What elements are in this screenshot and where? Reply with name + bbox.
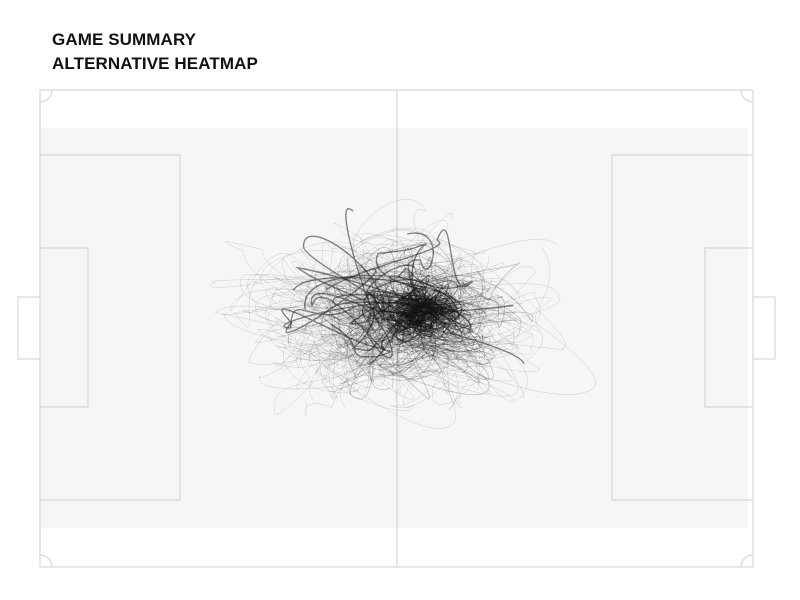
trace-line	[378, 256, 491, 348]
trace-line	[314, 266, 483, 384]
trace-line-hotspot	[407, 303, 466, 328]
trace-line	[326, 296, 503, 354]
trace-line-hotspot	[402, 289, 460, 329]
trace-line	[332, 262, 534, 355]
trace-line	[289, 268, 418, 400]
trace-line-hotspot	[399, 305, 455, 336]
right-goal	[752, 296, 776, 360]
corner-arc-bottom-right	[740, 554, 754, 568]
trace-line	[380, 297, 494, 380]
trace-line	[329, 244, 517, 361]
trace-line	[358, 297, 426, 371]
trace-line-hotspot	[391, 294, 453, 346]
pitch-markings	[17, 89, 776, 568]
trace-line	[256, 266, 517, 403]
corner-arc-bottom-left	[39, 554, 53, 568]
trace-line	[243, 291, 519, 368]
trace-line	[293, 212, 454, 368]
trace-line-bold	[350, 264, 525, 365]
trace-line	[248, 269, 406, 382]
trace-line-hotspot	[403, 302, 444, 331]
trace-line	[325, 269, 489, 353]
trace-line	[380, 246, 551, 373]
movement-traces	[210, 199, 596, 429]
trace-line-hotspot	[395, 300, 427, 343]
trace-line	[355, 290, 496, 371]
trace-line	[375, 255, 475, 367]
trace-line	[374, 220, 511, 333]
trace-line-bold	[304, 242, 440, 310]
trace-line	[353, 279, 466, 353]
trace-line	[328, 296, 485, 374]
page-subtitle: ALTERNATIVE HEATMAP	[52, 54, 258, 73]
trace-line	[224, 241, 422, 416]
trace-line	[309, 250, 461, 411]
trace-line	[384, 273, 477, 359]
trace-line	[260, 250, 521, 400]
trace-line-bold	[332, 268, 473, 334]
trace-line-hotspot	[405, 295, 453, 332]
trace-line	[275, 261, 386, 386]
trace-line-hotspot	[382, 290, 413, 323]
trace-line	[348, 281, 465, 357]
trace-line-bold	[326, 229, 473, 290]
trace-line	[349, 247, 456, 371]
trace-line-hotspot	[389, 294, 429, 323]
trace-line-bold	[283, 279, 514, 329]
trace-line	[267, 308, 387, 393]
trace-line-bold	[362, 287, 425, 359]
trace-line	[298, 256, 462, 409]
trace-line-bold	[281, 268, 385, 351]
trace-line	[382, 247, 490, 396]
trace-line	[306, 258, 458, 367]
trace-line	[305, 275, 449, 380]
trace-line	[363, 261, 522, 365]
trace-line	[352, 270, 476, 380]
page-title: GAME SUMMARY	[52, 30, 197, 49]
corner-arc-top-right	[740, 89, 754, 103]
heat-zone	[40, 128, 748, 528]
trace-line	[344, 276, 439, 346]
left-goal	[17, 296, 41, 360]
summary-header: GAME SUMMARY ALTERNATIVE HEATMAP	[52, 28, 258, 76]
trace-line	[221, 289, 464, 404]
trace-line-hotspot	[416, 299, 463, 341]
trace-line-hotspot	[398, 274, 446, 315]
corner-arc-top-left	[39, 89, 53, 103]
